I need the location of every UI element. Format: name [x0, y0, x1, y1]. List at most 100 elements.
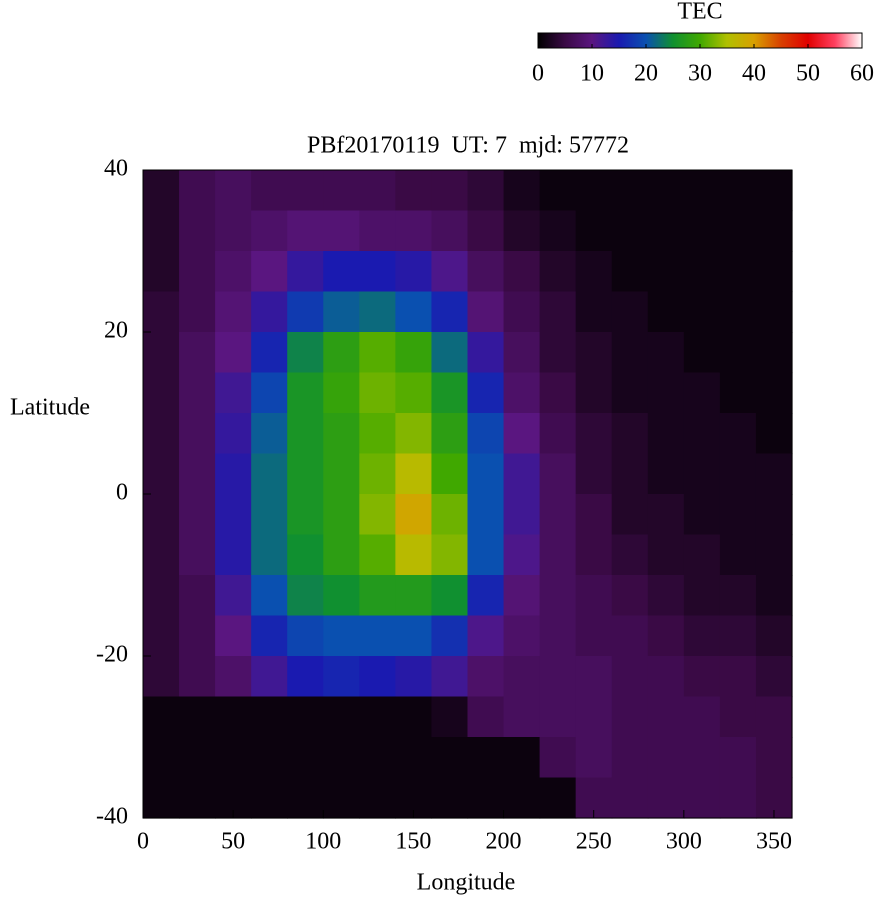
heat-cell: [647, 494, 685, 536]
heat-cell: [647, 615, 685, 657]
heat-cell: [215, 291, 252, 333]
heat-cell: [323, 372, 360, 414]
heat-cell: [647, 575, 685, 617]
heat-cell: [503, 210, 541, 252]
heat-cell: [179, 372, 216, 414]
heat-cell: [143, 210, 180, 252]
heat-cell: [143, 251, 180, 293]
heat-cell: [431, 575, 469, 617]
heat-cell: [611, 534, 649, 576]
heat-cell: [611, 737, 649, 779]
heat-cell: [683, 575, 721, 617]
heat-cell: [467, 737, 505, 779]
heat-cell: [431, 494, 469, 536]
heat-cell: [431, 251, 469, 293]
heat-cell: [575, 251, 613, 293]
heat-cell: [575, 332, 613, 374]
colorbar-tick-label: 0: [532, 61, 544, 87]
heat-cell: [539, 332, 577, 374]
heat-cell: [431, 696, 469, 738]
heat-cell: [179, 251, 216, 293]
heat-cell: [215, 615, 252, 657]
heat-cell: [467, 170, 505, 212]
y-tick-label: 20: [104, 318, 128, 344]
heat-cell: [431, 413, 469, 455]
heat-cell: [359, 615, 396, 657]
y-tick-label: -40: [96, 804, 128, 830]
heat-cell: [719, 251, 757, 293]
heat-cell: [215, 575, 252, 617]
heat-cell: [719, 372, 757, 414]
heat-cell: [359, 251, 396, 293]
heat-cell: [683, 534, 721, 576]
heat-cell: [179, 170, 216, 212]
heat-cell: [395, 615, 433, 657]
heat-cell: [359, 453, 396, 495]
heat-cell: [467, 575, 505, 617]
heat-cell: [575, 372, 613, 414]
colorbar-tick-label: 50: [796, 61, 820, 87]
heat-cell: [287, 251, 324, 293]
heat-cell: [575, 453, 613, 495]
heat-cell: [467, 372, 505, 414]
heat-cell: [503, 696, 541, 738]
heat-cell: [395, 251, 433, 293]
heat-cell: [611, 170, 649, 212]
heat-cell: [431, 210, 469, 252]
y-tick-label: 40: [104, 156, 128, 182]
heat-cell: [467, 656, 505, 698]
heat-cell: [575, 291, 613, 333]
heat-cell: [143, 656, 180, 698]
heat-cell: [431, 534, 469, 576]
heat-cell: [323, 332, 360, 374]
heat-cell: [251, 210, 288, 252]
heat-cell: [179, 413, 216, 455]
heat-cell: [215, 332, 252, 374]
heat-cell: [539, 413, 577, 455]
x-tick-label: 200: [486, 829, 522, 855]
x-tick-label: 350: [756, 829, 792, 855]
heat-cell: [611, 413, 649, 455]
heat-cell: [755, 494, 793, 536]
heat-cell: [611, 777, 649, 819]
heat-cell: [251, 696, 288, 738]
heat-cell: [467, 413, 505, 455]
heat-cell: [179, 494, 216, 536]
heat-cell: [323, 737, 360, 779]
heat-cell: [323, 615, 360, 657]
heat-cell: [323, 494, 360, 536]
heat-cell: [719, 737, 757, 779]
heat-cell: [251, 372, 288, 414]
heat-cell: [467, 453, 505, 495]
heat-cell: [359, 332, 396, 374]
heat-cell: [611, 615, 649, 657]
heat-cell: [575, 210, 613, 252]
heat-cell: [323, 656, 360, 698]
heat-cell: [395, 413, 433, 455]
heat-cell: [503, 494, 541, 536]
heat-cell: [395, 494, 433, 536]
heat-cell: [251, 251, 288, 293]
heat-cell: [647, 777, 685, 819]
heat-cell: [395, 656, 433, 698]
heat-cell: [611, 575, 649, 617]
x-tick-label: 0: [137, 829, 149, 855]
heat-cell: [287, 696, 324, 738]
y-tick-label: -20: [96, 642, 128, 668]
heat-cell: [683, 332, 721, 374]
heat-cell: [215, 494, 252, 536]
heat-cell: [683, 656, 721, 698]
colorbar-tick-label: 30: [688, 61, 712, 87]
heat-cell: [539, 251, 577, 293]
heat-cell: [395, 372, 433, 414]
heat-cell: [719, 170, 757, 212]
heat-cell: [719, 534, 757, 576]
heat-cell: [647, 656, 685, 698]
heat-cell: [323, 575, 360, 617]
heat-cell: [395, 170, 433, 212]
heat-cell: [359, 291, 396, 333]
heat-cell: [755, 372, 793, 414]
x-tick-label: 150: [395, 829, 431, 855]
heat-cell: [359, 210, 396, 252]
heat-cell: [755, 453, 793, 495]
